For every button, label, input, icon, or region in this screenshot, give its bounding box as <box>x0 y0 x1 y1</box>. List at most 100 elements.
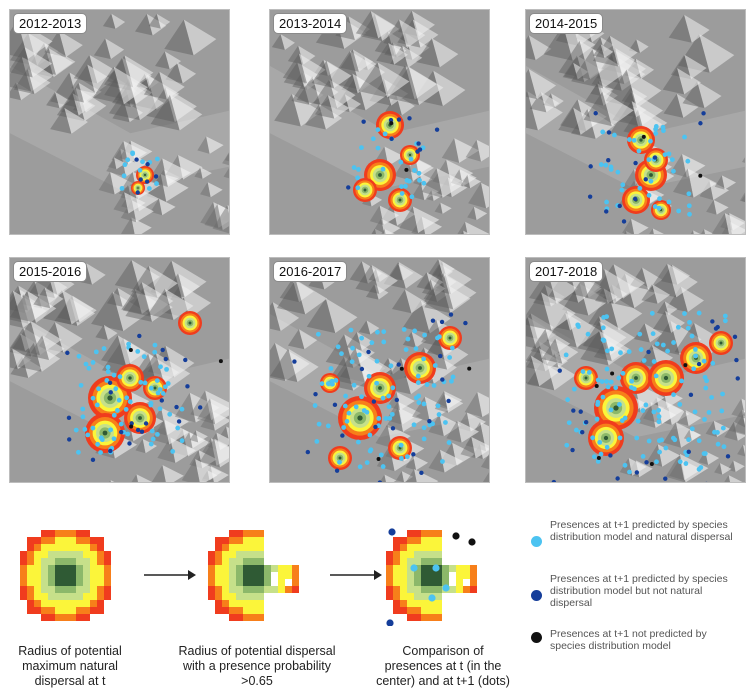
presence-dot-predicted <box>710 360 716 366</box>
ridge-highlight <box>685 410 702 426</box>
presence-dot-predicted <box>421 180 427 186</box>
presence-dot-predicted <box>154 432 160 437</box>
presence-dot-model-only <box>634 470 640 475</box>
presence-dot-predicted <box>140 159 145 165</box>
ridge-shadow <box>592 37 605 52</box>
presence-dot-predicted <box>609 346 615 352</box>
presence-dot-model-only <box>713 326 719 331</box>
map-panel-2015-2016: 2015-2016 <box>9 257 230 483</box>
presence-dot-predicted <box>662 152 668 158</box>
presence-dot-predicted <box>111 372 117 378</box>
presence-dot-predicted <box>359 145 364 151</box>
ridge-highlight <box>72 93 93 116</box>
presence-dot-predicted <box>637 185 643 191</box>
presence-dot-model-only <box>644 460 649 465</box>
presence-dot-not-predicted <box>594 384 599 389</box>
ridge-highlight <box>134 288 158 315</box>
presence-dot-predicted <box>312 403 318 408</box>
ridge-highlight <box>48 48 73 75</box>
presence-dot-predicted <box>314 439 320 444</box>
presence-dot-predicted <box>660 342 666 348</box>
ridge-shadow <box>622 218 635 234</box>
presence-dot-model-only <box>578 409 583 414</box>
ridge-highlight <box>146 13 167 36</box>
ridge-shadow <box>104 77 122 99</box>
presence-dot-predicted <box>653 373 659 379</box>
ridge-shadow <box>562 283 589 316</box>
presence-dot-predicted <box>660 124 666 130</box>
presence-dot-predicted <box>580 369 586 374</box>
ridge-highlight <box>117 287 135 307</box>
presence-dot-predicted <box>374 380 380 386</box>
ridge-shadow <box>107 287 123 307</box>
presence-dot-model-only <box>732 334 738 340</box>
ridge-shadow <box>621 86 636 105</box>
ridge-highlight <box>719 463 732 475</box>
presence-dot-predicted <box>86 365 92 371</box>
presence-dot-predicted <box>73 427 79 433</box>
presence-dot-predicted <box>679 378 685 384</box>
presence-dot-model-only <box>643 177 648 182</box>
ridge-highlight <box>388 357 404 375</box>
presence-dot-predicted <box>158 364 163 370</box>
hillshade-map <box>526 10 745 234</box>
presence-dot-predicted <box>85 432 91 438</box>
presence-dot-predicted <box>657 449 662 455</box>
ridge-shadow <box>379 474 386 482</box>
presence-dot-predicted <box>351 165 357 170</box>
legend-text: Presences at t+1 predicted by species di… <box>550 519 733 543</box>
presence-dot-predicted <box>82 426 88 432</box>
ridge-shadow <box>446 420 462 443</box>
ridge-shadow <box>441 138 460 163</box>
ridge-highlight <box>195 458 222 482</box>
presence-dot-model-only <box>396 362 401 367</box>
presence-dot-predicted <box>167 411 173 417</box>
presence-dot-predicted <box>149 428 155 434</box>
ridge-shadow <box>147 288 174 321</box>
ridge-shadow <box>349 261 368 284</box>
ridge-highlight <box>541 292 576 331</box>
ridge-shadow <box>371 218 385 234</box>
presence-dot-predicted <box>656 414 662 419</box>
caption-comparison: Comparison of presences at t (in the cen… <box>376 644 510 688</box>
ridge-shadow <box>109 480 111 482</box>
presence-dot-predicted <box>105 364 111 370</box>
presence-dot-predicted <box>424 382 430 387</box>
presence-dot-predicted <box>341 425 347 430</box>
ridge-highlight <box>200 167 212 179</box>
presence-dot-predicted <box>315 331 321 337</box>
ridge-highlight <box>124 192 146 214</box>
presence-dot-predicted <box>600 129 606 135</box>
ridge-highlight <box>343 356 375 391</box>
presence-dot-predicted <box>348 327 354 333</box>
ridge-highlight <box>402 45 423 68</box>
presence-dot-predicted <box>686 191 692 197</box>
presence-dot-predicted <box>125 431 131 437</box>
presence-dot-predicted <box>375 329 380 335</box>
ridge-highlight <box>625 231 632 234</box>
presence-dot-model-only <box>305 449 311 455</box>
presence-dot-predicted <box>689 426 695 432</box>
presence-dot-predicted <box>670 435 676 441</box>
presence-dot-predicted <box>421 425 427 431</box>
presence-dot-predicted <box>617 402 622 407</box>
presence-dot-predicted <box>99 437 105 443</box>
ridge-shadow <box>425 190 434 202</box>
ridge-highlight <box>438 259 455 278</box>
ridge-highlight <box>689 429 701 441</box>
ridge-shadow <box>634 323 650 343</box>
ridge-shadow <box>526 69 537 100</box>
ridge-shadow <box>121 288 142 315</box>
presence-dot-predicted <box>421 436 427 442</box>
ridge-highlight <box>55 91 70 109</box>
ridge-highlight <box>480 421 489 452</box>
ridge-highlight <box>78 82 97 103</box>
presence-dot-predicted <box>90 425 96 431</box>
ridge-highlight <box>687 168 717 198</box>
year-label: 2014-2015 <box>529 13 604 34</box>
ridge-shadow <box>670 54 692 80</box>
ridge-highlight <box>87 64 114 94</box>
ridge-highlight <box>189 431 206 449</box>
ridge-shadow <box>181 458 200 482</box>
presence-dot-predicted <box>374 358 380 364</box>
